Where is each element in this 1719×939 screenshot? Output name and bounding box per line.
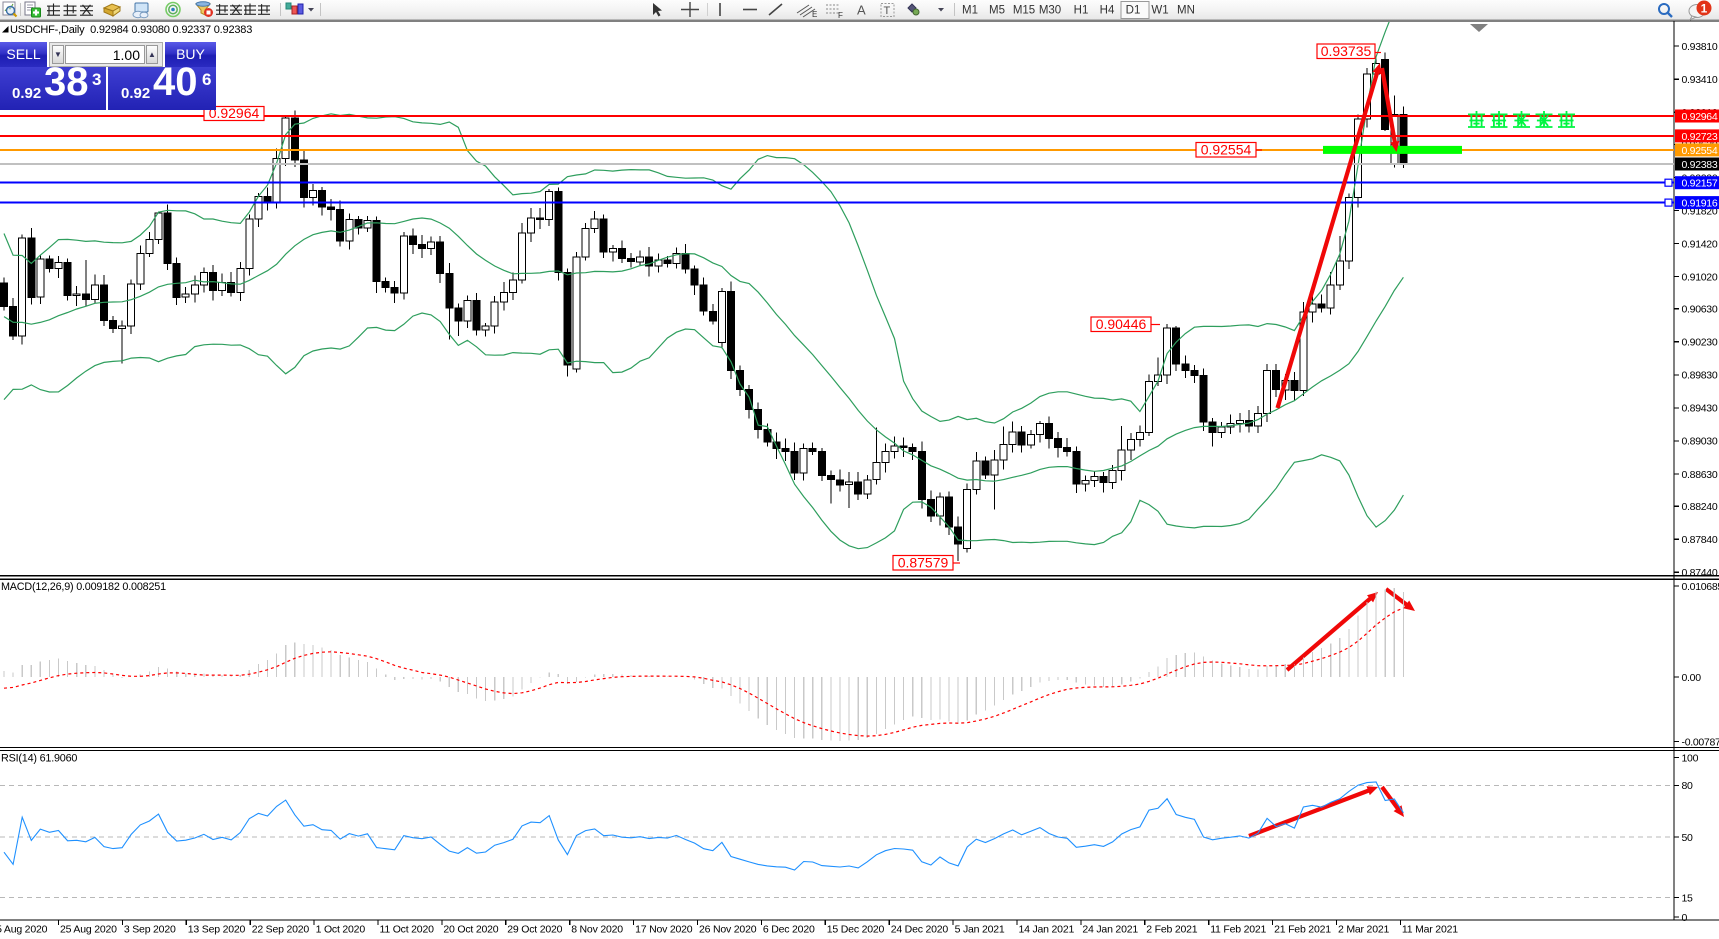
svg-text:M1: M1	[962, 5, 978, 17]
svg-text:1: 1	[1701, 2, 1708, 16]
svg-text:15: 15	[1682, 892, 1694, 904]
svg-text:0.92964: 0.92964	[1682, 111, 1718, 123]
svg-text:H4: H4	[1100, 5, 1115, 17]
svg-text:0.92964: 0.92964	[209, 105, 260, 121]
svg-text:0.93410: 0.93410	[1682, 74, 1718, 86]
svg-text:0.89430: 0.89430	[1682, 403, 1718, 415]
svg-text:0.88630: 0.88630	[1682, 469, 1718, 481]
svg-text:F: F	[838, 11, 843, 20]
svg-text:2 Feb 2021: 2 Feb 2021	[1146, 924, 1197, 936]
svg-text:M15: M15	[1013, 5, 1035, 17]
svg-text:-0.007877: -0.007877	[1682, 736, 1719, 748]
svg-text:0.91420: 0.91420	[1682, 238, 1718, 250]
svg-text:25 Aug 2020: 25 Aug 2020	[60, 924, 117, 936]
svg-text:100: 100	[1682, 752, 1699, 764]
svg-text:11 Feb 2021: 11 Feb 2021	[1210, 924, 1266, 936]
svg-text:5 Jan 2021: 5 Jan 2021	[955, 924, 1005, 936]
svg-text:0.92554: 0.92554	[1682, 145, 1718, 157]
svg-text:H1: H1	[1074, 5, 1089, 17]
svg-text:0.90630: 0.90630	[1682, 304, 1718, 316]
svg-text:M5: M5	[989, 5, 1005, 17]
svg-text:29 Oct 2020: 29 Oct 2020	[507, 924, 562, 936]
svg-text:D1: D1	[1126, 5, 1141, 17]
svg-text:0.93735: 0.93735	[1321, 43, 1372, 59]
svg-text:0.90230: 0.90230	[1682, 337, 1718, 349]
svg-text:6 Dec 2020: 6 Dec 2020	[763, 924, 815, 936]
svg-text:A: A	[857, 3, 866, 18]
svg-text:3 Sep 2020: 3 Sep 2020	[124, 924, 176, 936]
svg-text:W1: W1	[1151, 5, 1168, 17]
svg-text:20 Oct 2020: 20 Oct 2020	[443, 924, 498, 936]
svg-text:0.90446: 0.90446	[1096, 316, 1147, 332]
svg-text:0.91020: 0.91020	[1682, 271, 1718, 283]
svg-text:50: 50	[1682, 832, 1694, 844]
svg-text:0.92157: 0.92157	[1682, 178, 1718, 190]
svg-text:MN: MN	[1177, 5, 1195, 17]
svg-text:MACD(12,26,9) 0.009182 0.00825: MACD(12,26,9) 0.009182 0.008251	[1, 581, 166, 593]
svg-text:RSI(14) 61.9060: RSI(14) 61.9060	[1, 753, 77, 765]
svg-text:5 Aug 2020: 5 Aug 2020	[0, 924, 48, 936]
svg-text:24 Jan 2021: 24 Jan 2021	[1082, 924, 1138, 936]
svg-text:0.89830: 0.89830	[1682, 370, 1718, 382]
svg-text:24 Dec 2020: 24 Dec 2020	[891, 924, 949, 936]
svg-text:0.92383: 0.92383	[1682, 159, 1718, 171]
svg-text:11 Mar 2021: 11 Mar 2021	[1402, 924, 1458, 936]
svg-text:M30: M30	[1039, 5, 1061, 17]
svg-text:1 Oct 2020: 1 Oct 2020	[316, 924, 366, 936]
svg-text:26 Nov 2020: 26 Nov 2020	[699, 924, 757, 936]
svg-text:0.87440: 0.87440	[1682, 567, 1718, 579]
svg-text:USDCHF-,Daily 0.92984 0.93080: USDCHF-,Daily 0.92984 0.93080 0.92337 0.…	[10, 24, 252, 36]
svg-text:2 Mar 2021: 2 Mar 2021	[1338, 924, 1389, 936]
svg-text:14 Jan 2021: 14 Jan 2021	[1019, 924, 1075, 936]
svg-text:0.92554: 0.92554	[1201, 141, 1252, 157]
svg-text:0.010685: 0.010685	[1682, 581, 1719, 593]
svg-text:11 Oct 2020: 11 Oct 2020	[380, 924, 435, 936]
svg-text:0.00: 0.00	[1682, 672, 1702, 684]
svg-text:T: T	[884, 5, 891, 17]
svg-text:15 Dec 2020: 15 Dec 2020	[827, 924, 885, 936]
svg-text:0: 0	[1682, 912, 1688, 924]
svg-text:0.89030: 0.89030	[1682, 436, 1718, 448]
svg-text:80: 80	[1682, 780, 1694, 792]
svg-text:0.93810: 0.93810	[1682, 41, 1718, 53]
svg-text:21 Feb 2021: 21 Feb 2021	[1274, 924, 1331, 936]
svg-text:22 Sep 2020: 22 Sep 2020	[252, 924, 310, 936]
svg-text:0.92723: 0.92723	[1682, 131, 1718, 143]
svg-text:13 Sep 2020: 13 Sep 2020	[188, 924, 246, 936]
svg-text:E: E	[812, 10, 817, 19]
svg-text:8 Nov 2020: 8 Nov 2020	[571, 924, 623, 936]
svg-text:0.87579: 0.87579	[898, 554, 949, 570]
svg-text:0.88240: 0.88240	[1682, 501, 1718, 513]
svg-text:17 Nov 2020: 17 Nov 2020	[635, 924, 693, 936]
svg-text:0.91916: 0.91916	[1682, 198, 1718, 210]
svg-text:0.87840: 0.87840	[1682, 534, 1718, 546]
